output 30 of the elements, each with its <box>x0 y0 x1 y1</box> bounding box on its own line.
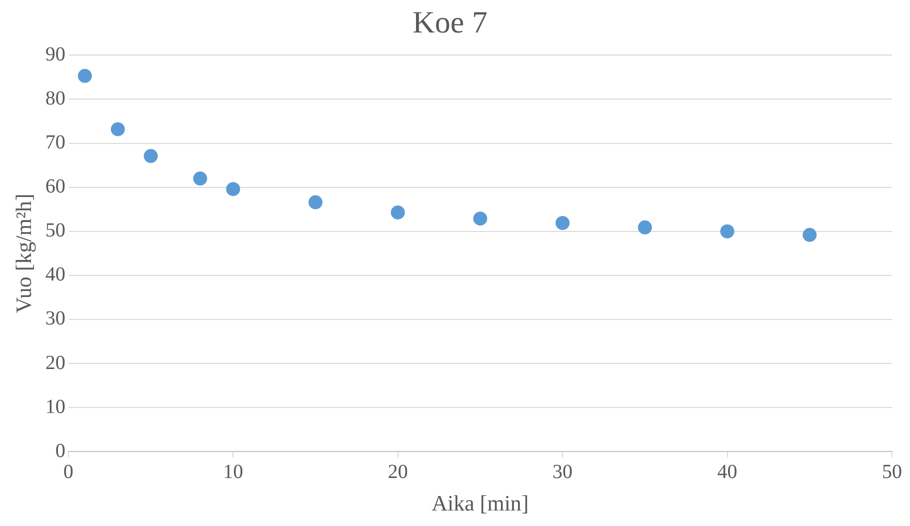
point <box>473 212 488 226</box>
y-tick-label: 90 <box>45 43 66 66</box>
x-tick-label: 20 <box>388 460 408 483</box>
point <box>720 224 734 238</box>
point <box>802 228 817 242</box>
x-tick-label: 30 <box>552 460 573 483</box>
y-axis-title: Vuo [kg/m²h] <box>10 194 36 314</box>
y-tick-label: 70 <box>45 132 66 154</box>
x-tick-label: 50 <box>882 460 902 483</box>
y-tick-label: 10 <box>45 396 66 418</box>
point <box>78 68 92 83</box>
x-tick-label: 10 <box>223 460 244 483</box>
y-tick-label: 40 <box>45 264 66 286</box>
point <box>638 220 652 234</box>
chart-title: Koe 7 <box>412 4 488 40</box>
point <box>556 216 570 230</box>
y-tick-label: 50 <box>45 220 66 242</box>
x-tick-label: 40 <box>717 460 738 483</box>
y-tick-label: 60 <box>45 176 66 198</box>
point <box>226 182 240 196</box>
x-axis-title: Aika [min] <box>432 490 529 516</box>
y-tick-label: 0 <box>55 440 66 462</box>
point <box>110 122 125 136</box>
y-tick-label: 80 <box>45 87 66 110</box>
point <box>390 205 405 220</box>
y-tick-label: 30 <box>45 308 66 330</box>
y-tick-label: 20 <box>45 352 66 374</box>
point <box>308 195 322 210</box>
point <box>193 172 208 186</box>
point <box>144 149 158 164</box>
